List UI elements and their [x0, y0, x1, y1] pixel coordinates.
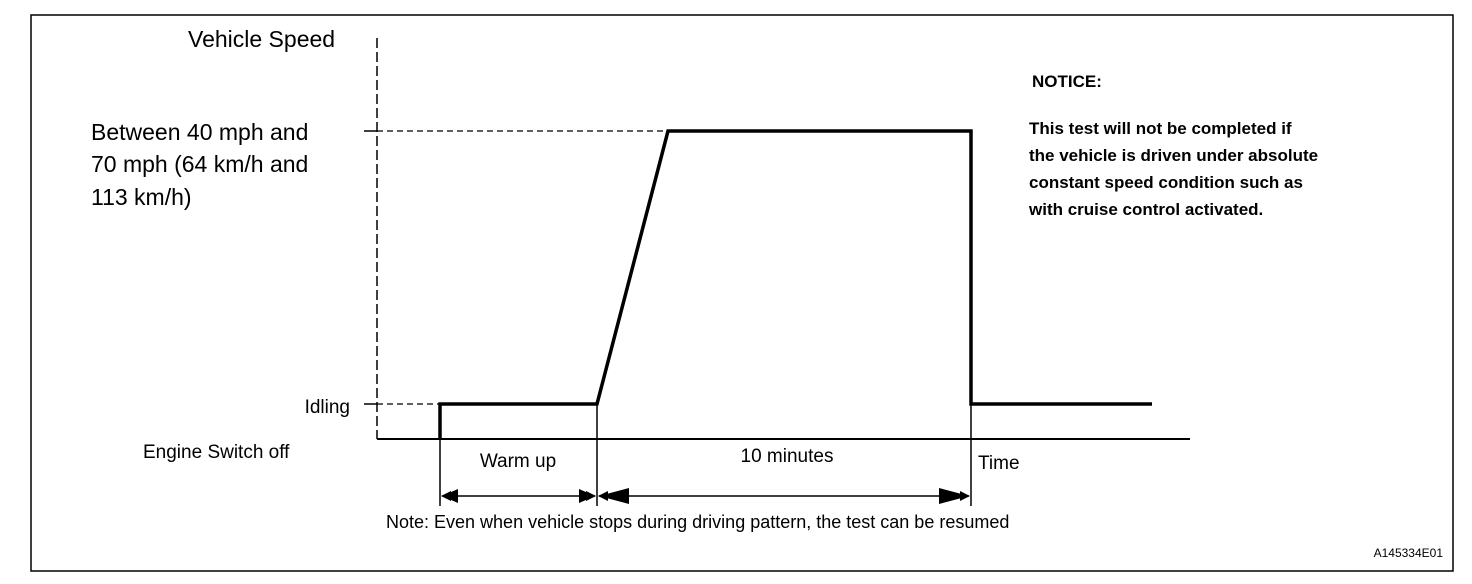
notice-line-3: constant speed condition such as [1029, 173, 1303, 192]
speed-level-line-3: 113 km/h) [91, 184, 192, 210]
idle-label: Idling [305, 397, 350, 418]
ten-minute-arrow-left-head [599, 488, 629, 504]
notice-line-2: the vehicle is driven under absolute [1029, 146, 1318, 165]
x-axis-label: Time [978, 453, 1020, 474]
warmup-label: Warm up [480, 451, 556, 472]
warmup-arrow-right-head [579, 489, 595, 503]
notice-body: This test will not be completed if the v… [1028, 119, 1323, 219]
speed-level-line-2: 70 mph (64 km/h and [91, 151, 308, 177]
engine-off-label: Engine Switch off [143, 442, 290, 463]
ten-minute-arrow-right-head [939, 488, 969, 504]
duration-label: 10 minutes [741, 446, 834, 467]
notice-title: NOTICE: [1032, 72, 1102, 91]
speed-level-label: Between 40 mph and 70 mph (64 km/h and 1… [91, 119, 315, 210]
figure-frame [30, 14, 1454, 572]
notice-line-4: with cruise control activated. [1028, 200, 1263, 219]
warmup-arrow-left-head [442, 489, 458, 503]
figure-id: A145334E01 [1374, 546, 1444, 560]
note-text: Note: Even when vehicle stops during dri… [386, 512, 1009, 532]
y-axis-label: Vehicle Speed [188, 26, 335, 52]
speed-level-line-1: Between 40 mph and [91, 119, 308, 145]
notice-line-1: This test will not be completed if [1029, 119, 1292, 138]
